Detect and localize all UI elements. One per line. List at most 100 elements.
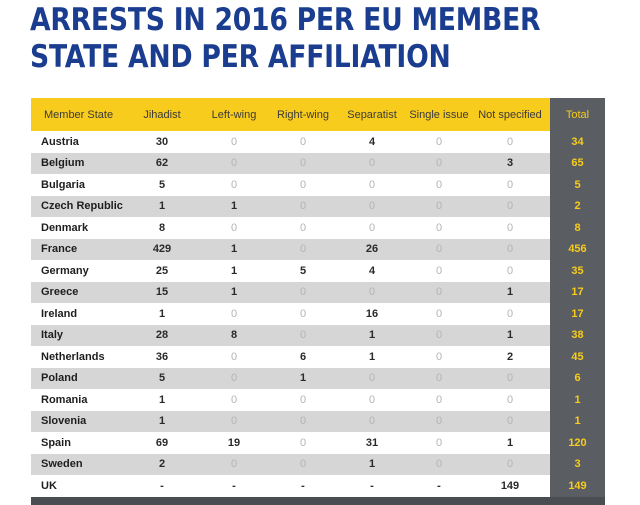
cell-single-issue: 0 (435, 264, 443, 277)
table-row: Romania 1 0 0 0 0 0 1 (31, 389, 605, 411)
cell-jihadist: 1 (126, 195, 198, 217)
cell-jihadist: 62 (126, 152, 198, 174)
cell-separatist: 0 (368, 178, 376, 191)
cell-not-specified: 0 (470, 367, 550, 389)
cell-right-wing: 0 (299, 436, 307, 449)
cell-right-wing: 0 (299, 307, 307, 320)
cell-left-wing: 1 (198, 195, 270, 217)
cell-total: 456 (550, 238, 605, 260)
cell-member-state: Denmark (41, 221, 89, 234)
cell-single-issue: 0 (408, 152, 470, 174)
cell-right-wing: 0 (299, 178, 307, 191)
cell-separatist: 4 (368, 135, 376, 148)
cell-total: 1 (550, 389, 605, 411)
cell-jihadist: 8 (158, 221, 166, 234)
cell-not-specified: 1 (470, 324, 550, 346)
cell-jihadist: 28 (126, 324, 198, 346)
table-row: Poland 5 0 1 0 0 0 6 (31, 367, 605, 389)
cell-total: 3 (550, 453, 605, 475)
cell-not-specified: 1 (470, 281, 550, 303)
table-row: Czech Republic 1 1 0 0 0 0 2 (31, 195, 605, 217)
table-row: Denmark 8 0 0 0 0 0 8 (31, 217, 605, 239)
cell-member-state: Belgium (31, 152, 126, 174)
cell-left-wing: 1 (198, 281, 270, 303)
cell-member-state: Spain (41, 436, 71, 449)
cell-separatist: 0 (336, 410, 408, 432)
cell-member-state: Italy (31, 324, 126, 346)
cell-jihadist: 1 (158, 393, 166, 406)
cell-left-wing: 0 (198, 453, 270, 475)
cell-single-issue: 0 (435, 135, 443, 148)
table-header-row: Member State Jihadist Left-wing Right-wi… (31, 98, 605, 131)
cell-single-issue: 0 (408, 195, 470, 217)
cell-single-issue: 0 (435, 307, 443, 320)
cell-not-specified: 149 (500, 479, 520, 492)
cell-separatist: - (370, 479, 374, 492)
cell-member-state: Austria (41, 135, 79, 148)
cell-not-specified: 0 (470, 410, 550, 432)
cell-not-specified: 2 (506, 350, 514, 363)
cell-jihadist: 25 (155, 264, 169, 277)
table-bottom-band (31, 497, 605, 505)
table-row: Italy 28 8 0 1 0 1 38 (31, 324, 605, 346)
cell-single-issue: - (437, 479, 441, 492)
header-jihadist: Jihadist (126, 98, 198, 131)
cell-separatist: 0 (336, 281, 408, 303)
cell-total: 35 (550, 260, 605, 282)
cell-not-specified: 0 (506, 393, 514, 406)
cell-not-specified: 1 (506, 436, 514, 449)
cell-separatist: 0 (336, 195, 408, 217)
cell-right-wing: 0 (270, 195, 336, 217)
cell-jihadist: 1 (126, 410, 198, 432)
cell-not-specified: 0 (470, 195, 550, 217)
cell-total: 34 (550, 131, 605, 153)
cell-right-wing: 1 (270, 367, 336, 389)
cell-not-specified: 0 (506, 221, 514, 234)
cell-not-specified: 0 (506, 135, 514, 148)
table-row: UK - - - - - 149 149 (31, 475, 605, 497)
cell-single-issue: 0 (408, 238, 470, 260)
header-right-wing: Right-wing (270, 98, 336, 131)
cell-member-state: France (31, 238, 126, 260)
title-line-2: STATE AND PER AFFILIATION (30, 39, 451, 75)
cell-member-state: UK (41, 479, 57, 492)
cell-left-wing: 0 (230, 135, 238, 148)
cell-total: 45 (550, 346, 605, 368)
cell-single-issue: 0 (408, 324, 470, 346)
cell-member-state: Sweden (31, 453, 126, 475)
cell-jihadist: 5 (158, 178, 166, 191)
cell-jihadist: 2 (126, 453, 198, 475)
cell-right-wing: 0 (270, 453, 336, 475)
cell-left-wing: 0 (230, 307, 238, 320)
cell-total: 120 (550, 432, 605, 454)
header-member-state: Member State (31, 98, 126, 131)
cell-right-wing: 0 (270, 324, 336, 346)
cell-right-wing: 0 (270, 152, 336, 174)
cell-left-wing: - (232, 479, 236, 492)
cell-jihadist: - (160, 479, 164, 492)
cell-jihadist: 429 (126, 238, 198, 260)
cell-right-wing: 0 (299, 135, 307, 148)
header-not-specified: Not specified (470, 98, 550, 131)
cell-single-issue: 0 (435, 350, 443, 363)
page-title: ARRESTS IN 2016 PER EU MEMBER STATE AND … (30, 2, 541, 76)
cell-right-wing: 0 (299, 221, 307, 234)
cell-left-wing: 1 (198, 238, 270, 260)
cell-member-state: Poland (31, 367, 126, 389)
cell-right-wing: 0 (270, 281, 336, 303)
cell-right-wing: - (301, 479, 305, 492)
cell-not-specified: 0 (470, 238, 550, 260)
cell-member-state: Ireland (41, 307, 78, 320)
cell-single-issue: 0 (435, 436, 443, 449)
cell-left-wing: 8 (198, 324, 270, 346)
table-row: Sweden 2 0 0 1 0 0 3 (31, 453, 605, 475)
table-row: Bulgaria 5 0 0 0 0 0 5 (31, 174, 605, 196)
cell-left-wing: 0 (230, 178, 238, 191)
cell-single-issue: 0 (435, 221, 443, 234)
cell-left-wing: 19 (227, 436, 241, 449)
table-row: Belgium 62 0 0 0 0 3 65 (31, 152, 605, 174)
cell-left-wing: 0 (230, 221, 238, 234)
cell-single-issue: 0 (435, 393, 443, 406)
cell-right-wing: 5 (299, 264, 307, 277)
cell-member-state: Slovenia (31, 410, 126, 432)
